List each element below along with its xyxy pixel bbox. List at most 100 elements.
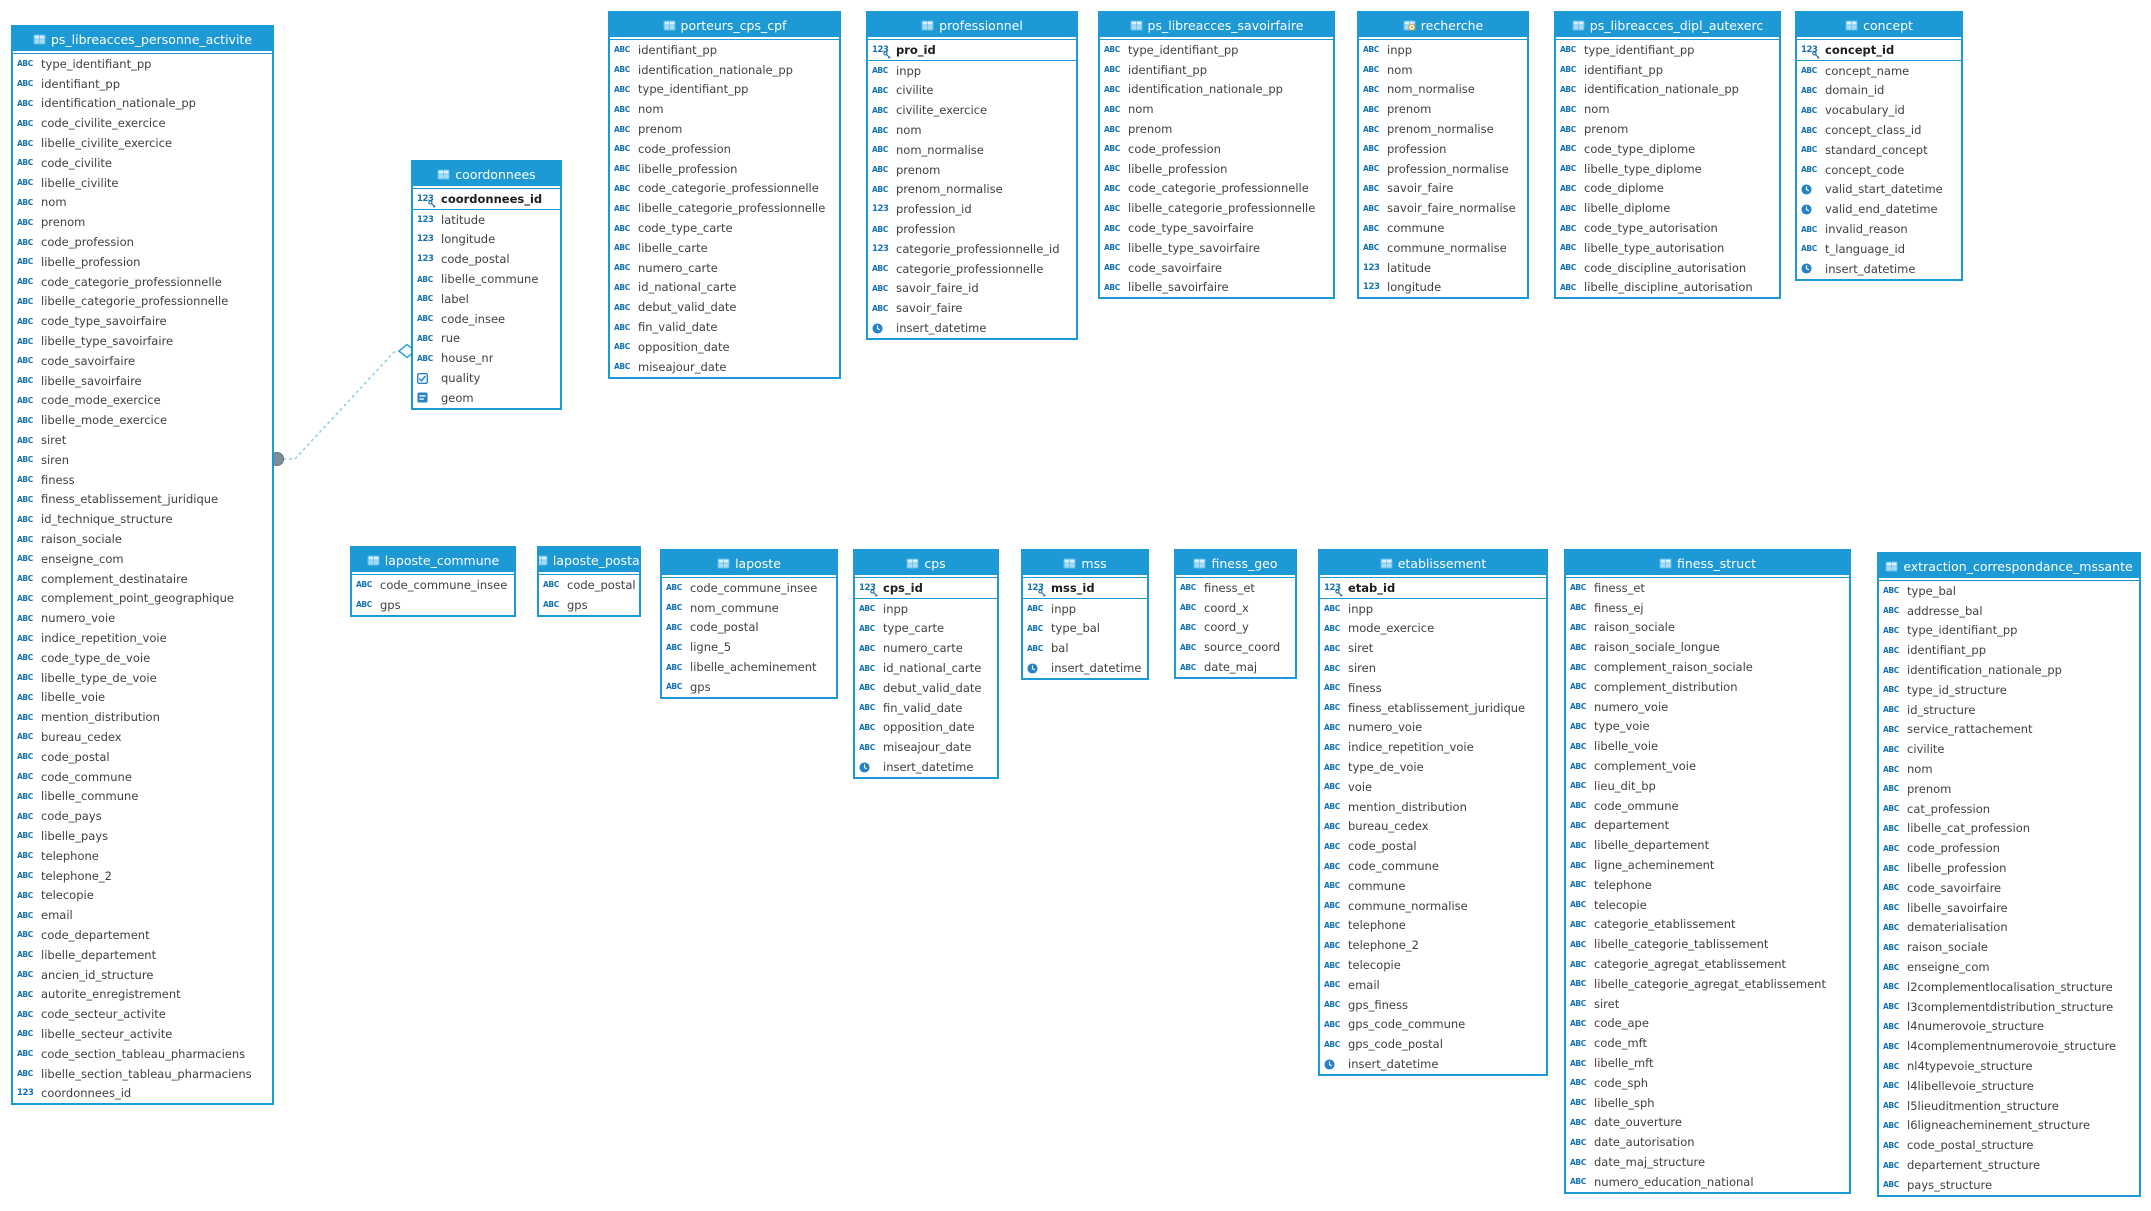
column-row[interactable]: ABC debut_valid_date	[610, 297, 839, 318]
column-row[interactable]: ABC code_commune	[1320, 856, 1546, 876]
column-row-primary-key[interactable]: 123 cps_id	[855, 578, 997, 599]
column-row[interactable]: ABC finess_ej	[1566, 597, 1849, 618]
column-row-primary-key[interactable]: 123 etab_id	[1320, 578, 1546, 599]
column-row[interactable]: ABC libelle_secteur_activite	[13, 1024, 272, 1044]
column-row[interactable]: ABC autorite_enregistrement	[13, 984, 272, 1005]
column-row[interactable]: ABC raison_sociale	[13, 529, 272, 549]
column-row[interactable]: ABC date_maj	[1176, 657, 1295, 677]
column-row[interactable]: ABC code_profession	[1879, 838, 2139, 859]
column-row[interactable]: ABC domain_id	[1797, 80, 1961, 101]
column-row[interactable]: ABC prenom	[1556, 119, 1779, 139]
column-row[interactable]: ABC identification_nationale_pp	[13, 93, 272, 114]
column-row[interactable]: ABC ligne_5	[662, 637, 836, 658]
column-row[interactable]: ABC concept_class_id	[1797, 120, 1961, 140]
column-row[interactable]: ABC l4complementnumerovoie_structure	[1879, 1036, 2139, 1057]
column-row[interactable]: ABC addresse_bal	[1879, 600, 2139, 621]
column-row[interactable]: ABC type_id_structure	[1879, 679, 2139, 700]
column-row[interactable]: ABC raison_sociale	[1879, 937, 2139, 958]
column-row[interactable]: ABC code_type_carte	[610, 218, 839, 238]
column-row[interactable]: ABC categorie_professionnelle	[868, 258, 1076, 279]
table-laposte_commune[interactable]: laposte_commune ABC code_commune_insee ABC g…	[350, 546, 516, 617]
column-row[interactable]: ABC id_national_carte	[855, 658, 997, 678]
column-row[interactable]: ABC indice_repetition_voie	[1320, 737, 1546, 758]
column-row[interactable]: ABC libelle_section_tableau_pharmaciens	[13, 1063, 272, 1084]
table-header[interactable]: coordonnees	[413, 162, 560, 188]
column-row[interactable]: ABC libelle_mft	[1566, 1053, 1849, 1073]
column-row[interactable]: ABC bal	[1023, 638, 1147, 659]
column-row[interactable]: ABC libelle_commune	[413, 269, 560, 289]
column-row[interactable]: ABC cat_profession	[1879, 798, 2139, 819]
column-row[interactable]: ABC mention_distribution	[1320, 796, 1546, 817]
column-row[interactable]: ABC gps	[539, 594, 639, 615]
column-row[interactable]: ABC libelle_departement	[1566, 835, 1849, 856]
table-header[interactable]: laposte	[662, 551, 836, 577]
column-row[interactable]: ABC code_postal	[662, 617, 836, 638]
column-row[interactable]: ABC debut_valid_date	[855, 677, 997, 698]
column-row[interactable]: ABC libelle_savoirfaire	[1879, 897, 2139, 918]
column-row[interactable]: ABC date_ouverture	[1566, 1112, 1849, 1133]
column-row[interactable]: ABC opposition_date	[610, 336, 839, 357]
column-row[interactable]: ABC telephone_2	[1320, 935, 1546, 956]
column-row[interactable]: ABC invalid_reason	[1797, 219, 1961, 239]
column-row[interactable]: ABC concept_code	[1797, 159, 1961, 180]
column-row[interactable]: ABC libelle_commune	[13, 786, 272, 807]
column-row[interactable]: ABC code_type_de_voie	[13, 647, 272, 668]
column-row[interactable]: ABC gps_code_postal	[1320, 1034, 1546, 1055]
column-row[interactable]: ABC nom	[1359, 59, 1527, 80]
table-header[interactable]: ps_libreacces_personne_activite	[13, 27, 272, 53]
column-row[interactable]: ABC code_savoirfaire	[13, 350, 272, 371]
column-row[interactable]: ABC libelle_categorie_professionnelle	[13, 291, 272, 312]
column-row[interactable]: ABC mention_distribution	[13, 707, 272, 728]
table-ps_libreacces_personne_activite[interactable]: ps_libreacces_personne_activite ABC type_i…	[11, 25, 274, 1106]
column-row[interactable]: 123 latitude	[1359, 257, 1527, 278]
column-row[interactable]: ABC savoir_faire	[868, 298, 1076, 319]
column-row[interactable]: ABC type_bal	[1023, 618, 1147, 639]
column-row[interactable]: ABC libelle_profession	[1879, 858, 2139, 878]
table-ps_libreacces_dipl_autexerc[interactable]: ps_libreacces_dipl_autexerc ABC type_ident…	[1554, 11, 1781, 300]
column-row[interactable]: 123 categorie_professionnelle_id	[868, 238, 1076, 259]
column-row[interactable]: ABC code_postal_structure	[1879, 1135, 2139, 1156]
column-row[interactable]: ABC nl4typevoie_structure	[1879, 1056, 2139, 1076]
table-mss[interactable]: mss 123 mss_id ABC inpp ABC type_bal ABC bal inse…	[1021, 549, 1149, 680]
column-row[interactable]: ABC code_commune_insee	[352, 575, 514, 595]
column-row[interactable]: ABC t_language_id	[1797, 238, 1961, 259]
column-row[interactable]: ABC code_postal	[13, 746, 272, 767]
column-row[interactable]: ABC telephone_2	[13, 865, 272, 886]
column-row[interactable]: ABC libelle_voie	[13, 687, 272, 708]
column-row[interactable]: ABC prenom	[610, 119, 839, 139]
column-row[interactable]: ABC siret	[1320, 638, 1546, 659]
column-row[interactable]: ABC gps_code_commune	[1320, 1014, 1546, 1035]
column-row[interactable]: ABC numero_carte	[610, 257, 839, 278]
column-row[interactable]: ABC libelle_carte	[610, 237, 839, 258]
column-row[interactable]: ABC libelle_mode_exercice	[13, 410, 272, 431]
column-row[interactable]: ABC nom_normalise	[1359, 79, 1527, 100]
column-row[interactable]: ABC indice_repetition_voie	[13, 628, 272, 648]
column-row[interactable]: ABC ligne_acheminement	[1566, 855, 1849, 875]
column-row[interactable]: ABC code_sph	[1566, 1072, 1849, 1093]
column-row[interactable]: ABC code_profession	[1100, 138, 1333, 159]
column-row[interactable]: ABC code_type_savoirfaire	[1100, 218, 1333, 238]
column-row[interactable]: ABC prenom	[1359, 99, 1527, 120]
column-row[interactable]: ABC lieu_dit_bp	[1566, 775, 1849, 796]
column-row[interactable]: ABC id_structure	[1879, 699, 2139, 720]
column-row[interactable]: ABC finess_etablissement_juridique	[13, 489, 272, 510]
column-row[interactable]: ABC nom_commune	[662, 597, 836, 618]
column-row[interactable]: ABC finess_etablissement_juridique	[1320, 697, 1546, 718]
table-header[interactable]: finess_struct	[1566, 551, 1849, 577]
column-row[interactable]: ABC service_rattachement	[1879, 719, 2139, 740]
table-etablissement[interactable]: etablissement 123 etab_id ABC inpp ABC mode_ex…	[1318, 549, 1548, 1076]
column-row[interactable]: geom	[413, 387, 560, 408]
column-row[interactable]: ABC code_categorie_professionnelle	[1100, 178, 1333, 199]
column-row[interactable]: ABC mode_exercice	[1320, 618, 1546, 639]
column-row-primary-key[interactable]: 123 coordonnees_id	[413, 189, 560, 210]
column-row[interactable]: 123 profession_id	[868, 199, 1076, 220]
column-row[interactable]: ABC commune	[1320, 875, 1546, 896]
column-row[interactable]: ABC identifiant_pp	[1879, 640, 2139, 661]
column-row[interactable]: ABC inpp	[868, 60, 1076, 81]
column-row[interactable]: ABC code_pays	[13, 806, 272, 827]
column-row[interactable]: ABC code_ape	[1566, 1013, 1849, 1034]
column-row[interactable]: ABC type_bal	[1879, 581, 2139, 601]
column-row[interactable]: ABC type_carte	[855, 618, 997, 639]
column-row[interactable]: ABC concept_name	[1797, 60, 1961, 81]
column-row[interactable]: ABC miseajour_date	[855, 737, 997, 758]
